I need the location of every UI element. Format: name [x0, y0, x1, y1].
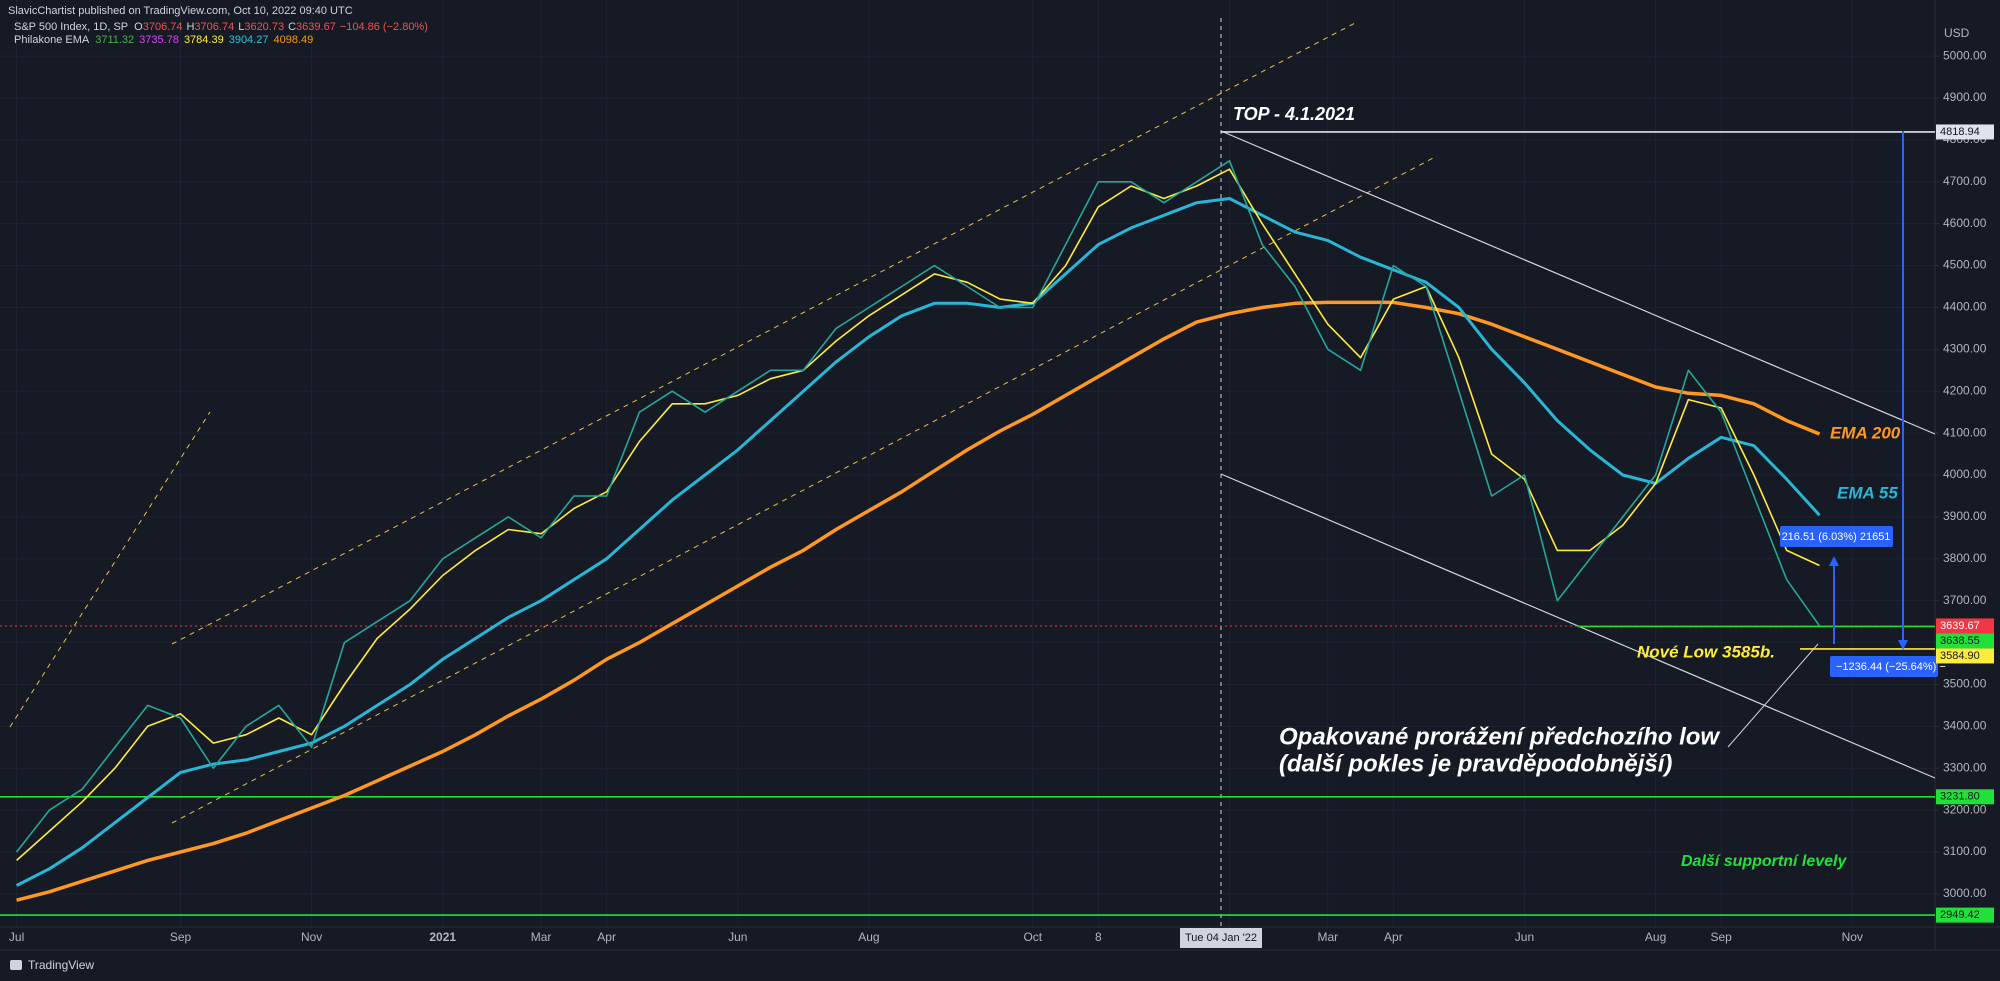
indicator-value: 4098.49	[273, 34, 313, 46]
y-tick-label: 3300.00	[1943, 760, 1987, 774]
quote-change: −104.86 (−2.80%)	[340, 21, 428, 33]
published-note: SlavicChartist published on TradingView.…	[8, 5, 353, 17]
measure-arrowhead	[1829, 556, 1839, 566]
y-tick-label: 3500.00	[1943, 677, 1987, 691]
x-tick-label: 2021	[429, 930, 456, 944]
series-line	[15, 197, 1821, 887]
y-tick-label: 4100.00	[1943, 425, 1987, 439]
x-tick-label: Apr	[597, 930, 616, 944]
y-tick-label: 4400.00	[1943, 300, 1987, 314]
level-label: 3231.80	[1940, 791, 1980, 803]
levels	[0, 131, 1935, 916]
level-labels: 4818.94 3639.67 3638.55 3584.90 3231.80 2949.…	[1936, 124, 1994, 923]
x-tick-label: Aug	[858, 930, 879, 944]
logo	[10, 960, 22, 970]
x-tick-label: Apr	[1384, 930, 1403, 944]
indicator-value: 3904.27	[229, 34, 269, 46]
x-tick-label: Jul	[9, 930, 24, 944]
channel-line	[9, 411, 211, 728]
annotation: Další supportní levely	[1681, 853, 1847, 870]
quote-label: C	[288, 21, 296, 33]
indicator-value: 3735.78	[139, 34, 179, 46]
y-tick-label: 4700.00	[1943, 174, 1987, 188]
plot	[15, 160, 1821, 902]
level-label-box	[1936, 907, 1994, 923]
quote-label: L	[238, 21, 244, 33]
channel-line	[1220, 130, 1936, 435]
y-tick-label: 3900.00	[1943, 509, 1987, 523]
y-tick-label: 3000.00	[1943, 886, 1987, 900]
x-tick-label: Oct	[1023, 930, 1042, 944]
level-label-box	[1936, 633, 1994, 649]
y-tick-label: 3700.00	[1943, 593, 1987, 607]
quote-value: 3706.74	[143, 21, 183, 33]
quote-label: H	[186, 21, 194, 33]
crosshair-date-box	[1180, 928, 1262, 948]
x-tick-label: Aug	[1645, 930, 1666, 944]
x-tick-label: Jun	[1515, 930, 1534, 944]
level-label-box	[1936, 648, 1994, 664]
level-label: 2949.42	[1940, 909, 1980, 921]
x-tick-label: Sep	[170, 930, 192, 944]
y-tick-label: 4000.00	[1943, 467, 1987, 481]
indicator-value: 3711.32	[95, 34, 134, 46]
level-label-box	[1936, 124, 1994, 140]
series-line	[16, 168, 1820, 861]
y-tick-label: 3800.00	[1943, 551, 1987, 565]
quote-value: 3639.67	[296, 21, 336, 33]
annotation: Nové Low 3585b.	[1637, 642, 1775, 661]
measure-arrowhead	[1898, 640, 1908, 650]
y-tick-label: 5000.00	[1943, 48, 1987, 62]
pointer-line	[1727, 643, 1819, 748]
level-label: 3638.55	[1940, 635, 1980, 647]
currency: USD	[1944, 26, 1970, 40]
symbol: S&P 500 Index, 1D, SP	[14, 21, 128, 33]
quote-value: 3620.73	[244, 21, 284, 33]
y-tick-label: 4900.00	[1943, 90, 1987, 104]
x-tick-label: 8	[1095, 930, 1102, 944]
footer-brand: TradingView	[28, 958, 94, 972]
channel-line	[171, 155, 1438, 824]
indicator-name: Philakone EMA	[14, 34, 90, 46]
annotation: Opakované prorážení předchozího low	[1279, 723, 1720, 750]
indicator-value: 3784.39	[184, 34, 224, 46]
x-tick-label: Mar	[1317, 930, 1338, 944]
quote-line: S&P 500 Index, 1D, SP O 3706.74 H 3706.74 L 3…	[14, 21, 428, 33]
series-line	[15, 160, 1821, 853]
annotation: EMA 55	[1837, 483, 1898, 502]
annotation: (další pokles je pravděpodobnější)	[1279, 750, 1672, 777]
level-label-box	[1936, 618, 1994, 634]
x-tick-label: Mar	[531, 930, 552, 944]
measure-box	[1780, 526, 1893, 547]
y-tick-label: 4500.00	[1943, 258, 1987, 272]
annotation: TOP - 4.1.2021	[1233, 104, 1355, 124]
y-tick-label: 3100.00	[1943, 844, 1987, 858]
indicator-line: Philakone EMA 3711.32 3735.78 3784.39 3904.…	[14, 34, 313, 46]
x-tick-label: Jun	[728, 930, 747, 944]
y-tick-label: 4600.00	[1943, 216, 1987, 230]
level-label: 4818.94	[1940, 126, 1980, 138]
annotation: EMA 200	[1830, 423, 1901, 442]
y-tick-label: 4300.00	[1943, 342, 1987, 356]
measure-label: 216.51 (6.03%) 21651	[1782, 531, 1891, 543]
measure-label: −1236.44 (−25.64%) −	[1836, 661, 1946, 673]
y-tick-label: 3200.00	[1943, 802, 1987, 816]
y-tick-label: 4200.00	[1943, 383, 1987, 397]
level-label: 3584.90	[1940, 650, 1980, 662]
x-tick-label: Sep	[1710, 930, 1732, 944]
channel-line	[171, 22, 1356, 645]
level-label: 3639.67	[1940, 620, 1980, 632]
measure-box	[1830, 656, 1938, 677]
y-tick-label: 3400.00	[1943, 719, 1987, 733]
level-label-box	[1936, 789, 1994, 805]
x-tick-label: Nov	[1842, 930, 1863, 944]
x-tick-label: Nov	[301, 930, 322, 944]
quote-value: 3706.74	[194, 21, 234, 33]
series-line	[16, 300, 1821, 902]
quote-label: O	[134, 21, 143, 33]
crosshair-date: Tue 04 Jan '22	[1185, 932, 1257, 944]
